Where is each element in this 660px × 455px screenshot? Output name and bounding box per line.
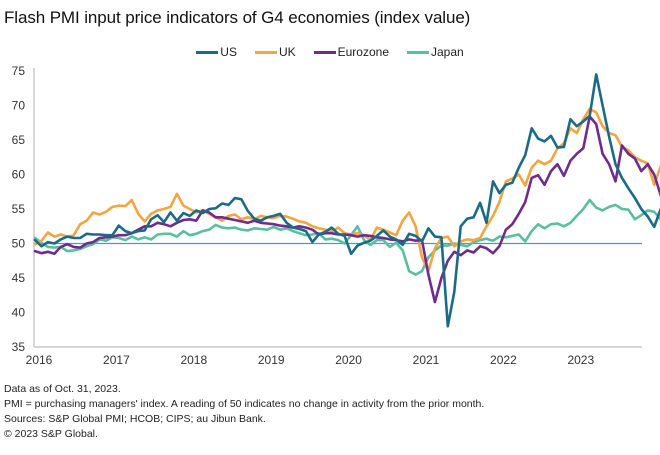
legend-label-us: US (220, 45, 237, 59)
y-tick-label: 40 (12, 306, 26, 320)
x-tick-label: 2022 (490, 353, 517, 367)
y-tick-label: 65 (12, 133, 26, 147)
x-tick-label: 2019 (258, 353, 285, 367)
legend-item-eurozone: Eurozone (313, 45, 389, 59)
legend-label-japan: Japan (431, 45, 464, 59)
y-tick-label: 55 (12, 202, 26, 216)
y-tick-label: 35 (12, 340, 26, 354)
x-tick-label: 2023 (567, 353, 594, 367)
legend-label-eurozone: Eurozone (337, 45, 389, 59)
footnote-pmi-definition: PMI = purchasing managers' index. A read… (4, 398, 485, 410)
legend-label-uk: UK (278, 45, 296, 59)
y-tick-label: 75 (12, 64, 26, 78)
footnote-sources: Sources: S&P Global PMI; HCOB; CIPS; au … (4, 413, 266, 425)
chart-legend: US UK Eurozone Japan (0, 45, 660, 59)
legend-swatch-eurozone (313, 50, 336, 54)
footnote-data-date: Data as of Oct. 31, 2023. (4, 383, 121, 395)
y-tick-label: 70 (12, 99, 26, 113)
series-line-eurozone (33, 115, 660, 304)
x-tick-label: 2017 (103, 353, 130, 367)
y-tick-label: 45 (12, 271, 26, 285)
x-tick-label: 2020 (335, 353, 362, 367)
legend-swatch-japan (407, 50, 429, 54)
legend-swatch-us (196, 50, 219, 54)
legend-swatch-uk (254, 50, 277, 54)
legend-item-uk: UK (254, 45, 296, 59)
legend-item-japan: Japan (407, 45, 464, 59)
chart-title: Flash PMI input price indicators of G4 e… (4, 8, 471, 27)
series-line-us (33, 73, 660, 328)
y-tick-label: 60 (12, 168, 26, 182)
footnote-copyright: © 2023 S&P Global. (4, 428, 98, 440)
x-tick-label: 2016 (26, 353, 53, 367)
x-tick-label: 2021 (413, 353, 440, 367)
legend-item-us: US (196, 45, 237, 59)
x-tick-label: 2018 (180, 353, 207, 367)
line-chart: 35 40 45 50 55 60 65 70 75 2016 2017 2018 2019 2020 20… (12, 64, 660, 367)
footnotes: Data as of Oct. 31, 2023. PMI = purchasi… (4, 382, 484, 442)
series-line-japan (33, 198, 660, 276)
y-tick-label: 50 (12, 237, 26, 251)
